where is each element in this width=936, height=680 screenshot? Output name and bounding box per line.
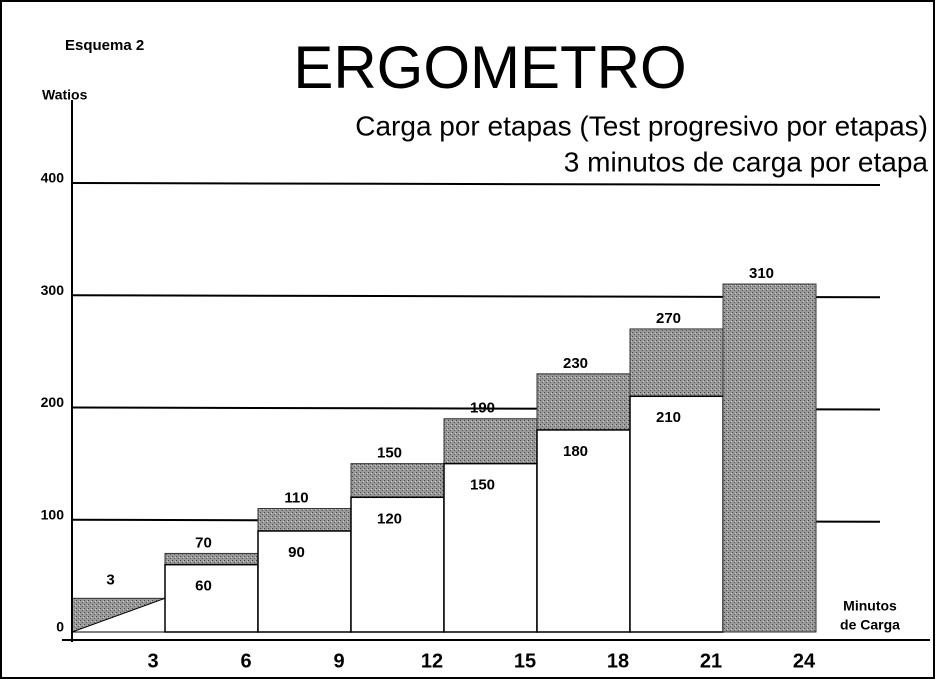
- lower-label: 120: [377, 510, 402, 527]
- upper-label: 3: [106, 571, 114, 588]
- subtitle: Carga por etapas (Test progresivo por et…: [355, 110, 928, 141]
- x-tick-label: 21: [700, 650, 722, 672]
- bar-upper: [257, 508, 352, 532]
- upper-label: 70: [195, 534, 212, 551]
- lower-label: 150: [470, 477, 495, 494]
- x-tick-label: 9: [333, 650, 344, 672]
- bar-lower: [164, 563, 259, 633]
- bar-lower: [536, 429, 631, 633]
- lower-label: 180: [563, 443, 588, 460]
- upper-label: 310: [749, 265, 774, 282]
- y-tick-label: 300: [41, 282, 65, 298]
- lower-label: 60: [195, 578, 212, 595]
- grid-line: [71, 182, 881, 186]
- x-tick-label: 15: [514, 650, 536, 672]
- bar-upper: [722, 283, 817, 633]
- y-tick-label: 200: [41, 394, 65, 410]
- y-tick-label: 100: [41, 506, 65, 522]
- bar-upper: [443, 418, 538, 465]
- y-tick-label: 400: [41, 170, 65, 186]
- bar-lower: [443, 462, 538, 633]
- chart-title: ERGOMETRO: [293, 34, 686, 101]
- lower-label: 210: [656, 409, 681, 426]
- x-tick-label: 12: [421, 650, 443, 672]
- bar-lower: [629, 395, 724, 633]
- scheme-label: Esquema 2: [65, 37, 144, 54]
- x-tick-label: 3: [147, 650, 158, 672]
- x-tick-label: 18: [607, 650, 629, 672]
- upper-label: 230: [563, 355, 588, 372]
- lower-label: 90: [288, 544, 305, 561]
- x-axis-label: de Carga: [840, 617, 900, 633]
- y-axis-label: Watios: [42, 87, 88, 103]
- bar-upper: [536, 373, 631, 431]
- bar-upper: [164, 552, 259, 566]
- subtitle: 3 minutos de carga por etapa: [564, 146, 929, 177]
- bar-upper: [350, 463, 445, 498]
- upper-label: 110: [284, 489, 308, 506]
- upper-label: 190: [470, 400, 495, 417]
- x-axis-label: Minutos: [843, 598, 897, 614]
- x-tick-label: 6: [240, 650, 251, 672]
- y-tick-label: 0: [56, 619, 64, 635]
- x-tick-label: 24: [793, 650, 816, 672]
- bar-upper: [629, 328, 724, 397]
- upper-label: 270: [656, 310, 681, 327]
- upper-label: 150: [377, 445, 402, 462]
